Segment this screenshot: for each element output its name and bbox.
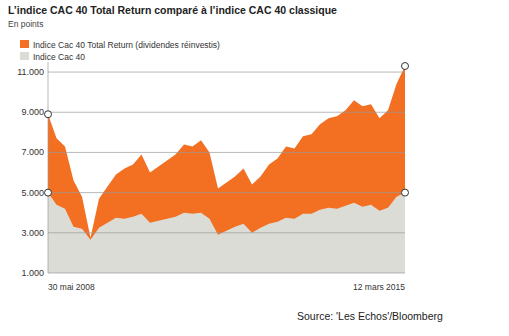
source: Source: 'Les Echos'/Bloomberg [297,310,443,322]
grid-line [48,232,405,233]
legend-swatch [20,52,29,60]
plot-area [48,66,405,273]
grid-line [48,273,405,274]
legend-label: Indice Cac 40 [33,52,85,62]
title: L’indice CAC 40 Total Return comparé à l… [8,4,337,16]
endpoint-marker [45,189,52,196]
y-tick-label: 1.000 [21,268,44,278]
grid-line [48,72,405,73]
endpoint-marker [45,111,52,118]
x-tick-label: 12 mars 2015 [353,282,405,292]
x-tick-label: 30 mai 2008 [48,282,95,292]
legend-swatch [20,40,29,48]
y-tick-label: 7.000 [21,147,44,157]
endpoint-marker [402,63,409,70]
endpoint-marker [402,189,409,196]
y-tick-label: 9.000 [21,107,44,117]
y-axis-line [48,62,49,273]
area-series [48,66,405,273]
y-tick-label: 3.000 [21,228,44,238]
legend-label: Indice Cac 40 Total Return (dividendes r… [33,40,220,50]
background [0,0,509,336]
subtitle: En points [8,19,43,29]
area-series [48,193,405,273]
chart: L’indice CAC 40 Total Return comparé à l… [0,0,509,336]
y-tick-label: 11.000 [17,67,44,77]
y-tick-label: 5.000 [21,188,44,198]
grid-line [48,112,405,113]
grid-line [48,192,405,193]
grid-line [48,152,405,153]
